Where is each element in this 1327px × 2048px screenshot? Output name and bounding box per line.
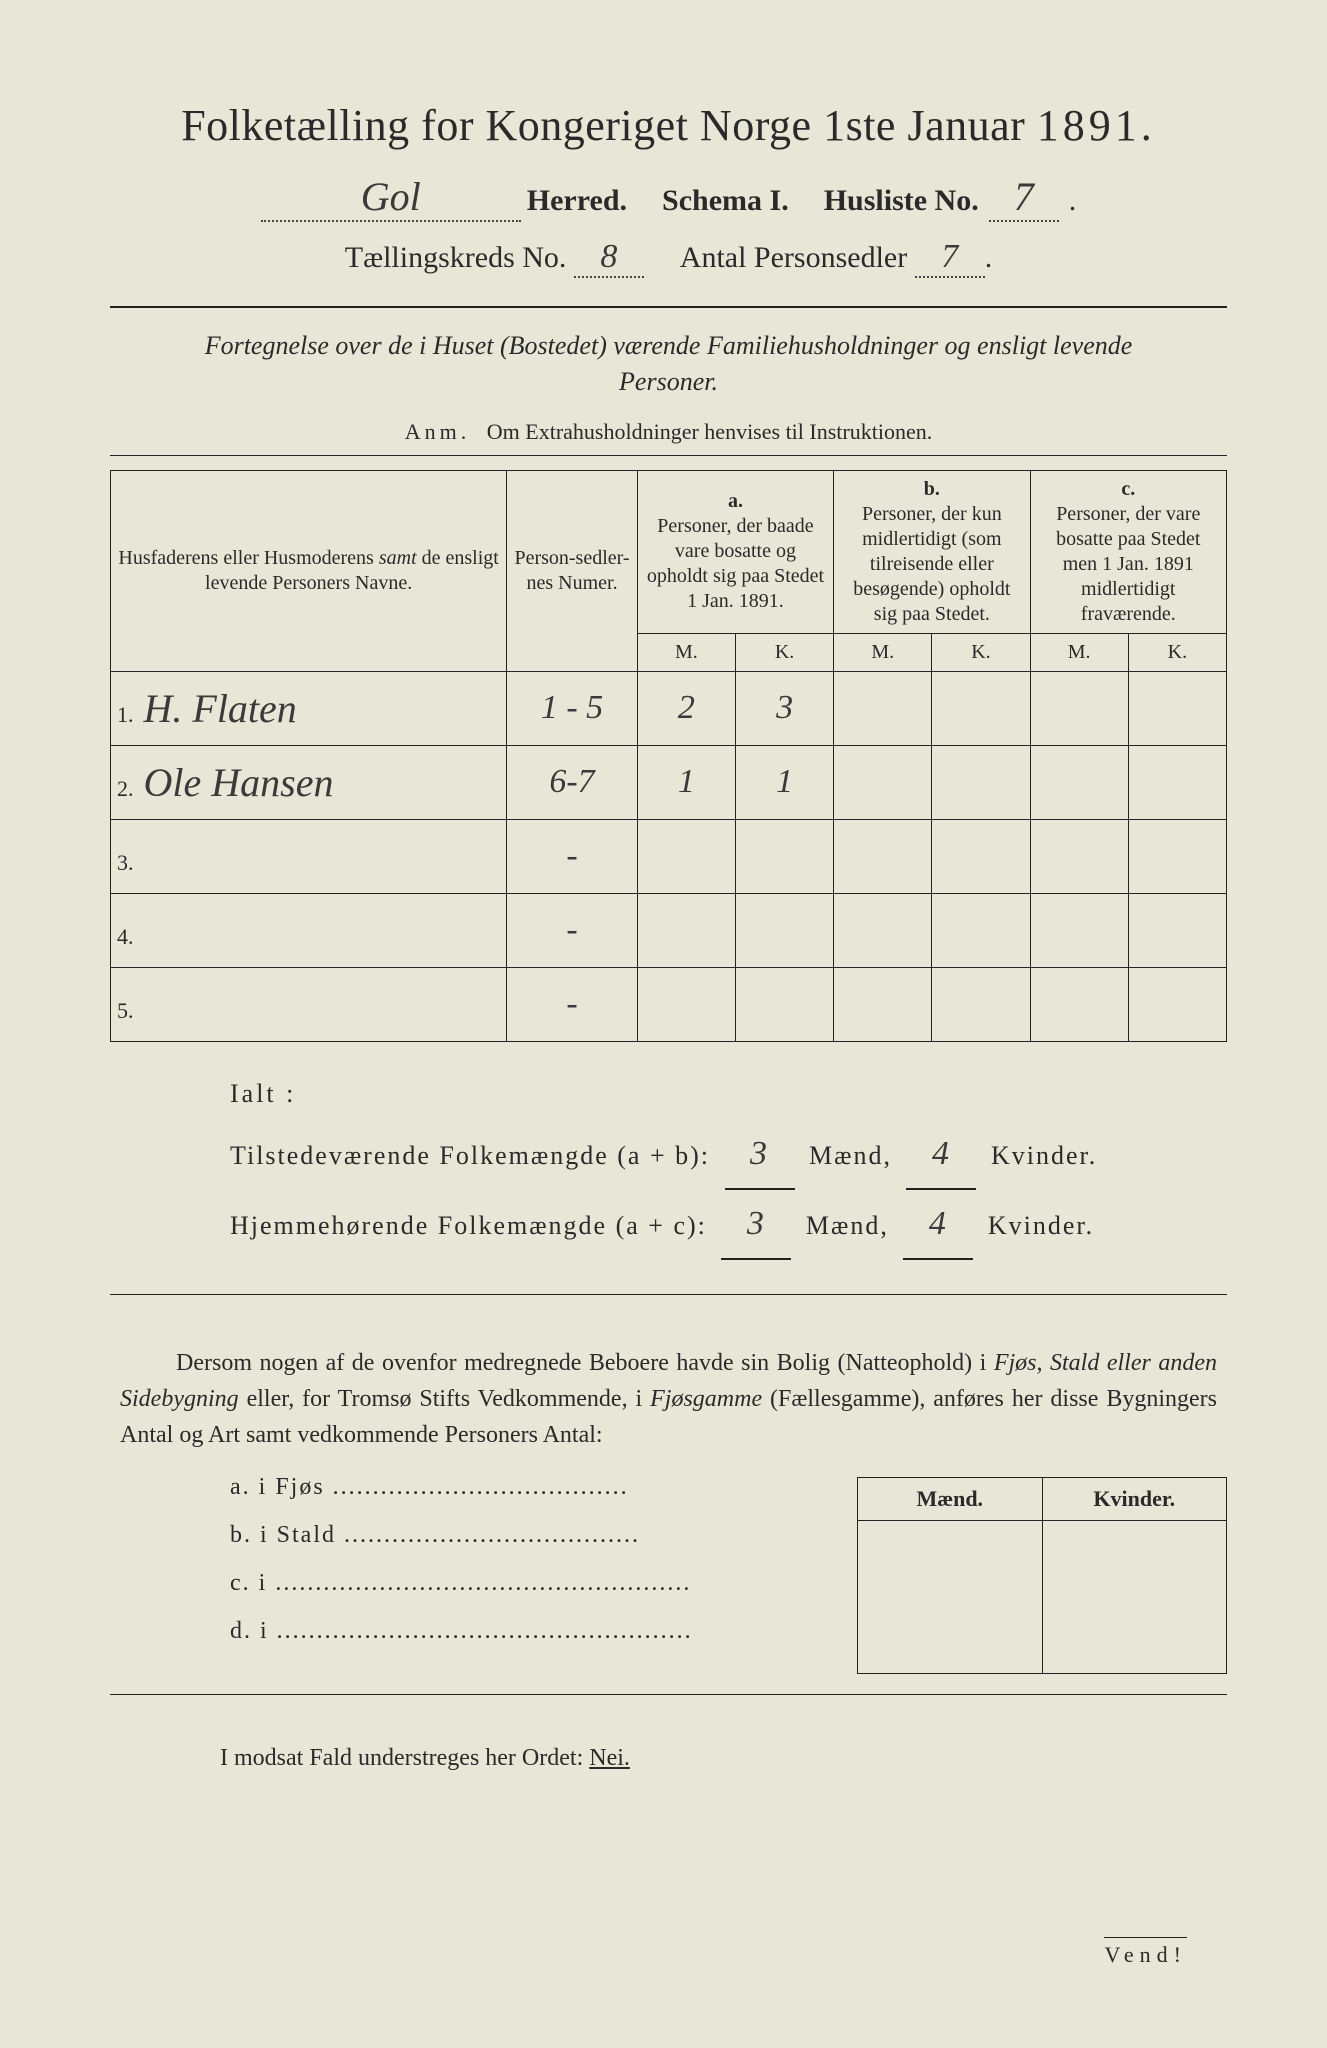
anm-label: Anm. [405, 419, 471, 444]
row-name-cell: 2.Ole Hansen [111, 745, 507, 819]
th-c-m: M. [1030, 633, 1128, 671]
row-cM [1030, 967, 1128, 1041]
table-row: 1.H. Flaten1 - 523 [111, 671, 1227, 745]
row-name-cell: 5. [111, 967, 507, 1041]
row-bK [932, 967, 1030, 1041]
th-name: Husfaderens eller Husmode­rens samt de e… [111, 470, 507, 671]
anm-text: Om Extrahusholdninger henvises til Instr… [487, 419, 932, 444]
th-b-m: M. [834, 633, 932, 671]
row-aK: 1 [735, 745, 833, 819]
herred-value: Gol [361, 174, 421, 219]
vend-label: Vend! [1104, 1937, 1187, 1968]
row-bK [932, 819, 1030, 893]
table-row: 4.- [111, 893, 1227, 967]
row-bK [932, 671, 1030, 745]
header-line-1: Gol Herred. Schema I. Husliste No. 7 . [110, 173, 1227, 222]
row-num-cell: - [507, 819, 638, 893]
row-name-cell: 4. [111, 893, 507, 967]
header-line-2: Tællingskreds No. 8 Antal Personsedler 7… [110, 238, 1227, 278]
row-bM [834, 967, 932, 1041]
anm-line: Anm. Om Extrahusholdninger henvises til … [110, 419, 1227, 445]
row-bM [834, 893, 932, 967]
row-cK [1128, 967, 1226, 1041]
kreds-label: Tællingskreds No. [345, 241, 567, 274]
table-row: 3.- [111, 819, 1227, 893]
th-a-m: M. [637, 633, 735, 671]
ialt-label: Ialt : [230, 1068, 1227, 1120]
table-row: 2.Ole Hansen6-711 [111, 745, 1227, 819]
husliste-value: 7 [1014, 174, 1034, 219]
side-building-paragraph: Dersom nogen af de ovenfor medregnede Be… [120, 1345, 1217, 1453]
th-a: a. Personer, der baade vare bosatte og o… [637, 470, 833, 633]
household-table: Husfaderens eller Husmode­rens samt de e… [110, 470, 1227, 1042]
row-cM [1030, 671, 1128, 745]
subtitle: Fortegnelse over de i Huset (Bostedet) v… [170, 328, 1167, 401]
row-cM [1030, 745, 1128, 819]
kreds-value: 8 [600, 238, 617, 275]
row-name-cell: 1.H. Flaten [111, 671, 507, 745]
mk-table: Mænd. Kvinder. [857, 1477, 1227, 1674]
page-title: Folketælling for Kongeriget Norge 1ste J… [110, 100, 1227, 151]
nei-word: Nei. [589, 1745, 630, 1771]
mk-th-k: Kvinder. [1042, 1477, 1227, 1520]
abcd-b: b. i Stald .............................… [230, 1511, 857, 1559]
schema-label: Schema I. [662, 184, 789, 218]
row-bM [834, 745, 932, 819]
mk-cell-m [858, 1520, 1043, 1673]
row-bM [834, 671, 932, 745]
row-bK [932, 893, 1030, 967]
rule-3 [110, 1294, 1227, 1295]
row-bM [834, 819, 932, 893]
th-num: Person-sedler-nes Numer. [507, 470, 638, 671]
rule-4 [110, 1694, 1227, 1695]
modsat-line: I modsat Fald understreges her Ordet: Ne… [220, 1745, 1227, 1772]
row-cM [1030, 819, 1128, 893]
row-num-cell: 6-7 [507, 745, 638, 819]
row-aK [735, 893, 833, 967]
row-num-cell: - [507, 967, 638, 1041]
herred-label: Herred. [527, 184, 627, 218]
row-aK [735, 967, 833, 1041]
rule-1 [110, 306, 1227, 308]
abcd-list: a. i Fjøs ..............................… [230, 1463, 857, 1655]
totals-block: Ialt : Tilstedeværende Folkemængde (a + … [230, 1068, 1227, 1260]
row-cK [1128, 745, 1226, 819]
row-aM [637, 819, 735, 893]
th-c: c. Personer, der vare bosatte paa Stedet… [1030, 470, 1226, 633]
th-b: b. Personer, der kun midlertidigt (som t… [834, 470, 1030, 633]
abcd-d: d. i ...................................… [230, 1607, 857, 1655]
row-bK [932, 745, 1030, 819]
th-b-k: K. [932, 633, 1030, 671]
row-cK [1128, 893, 1226, 967]
table-row: 5.- [111, 967, 1227, 1041]
row-cK [1128, 671, 1226, 745]
row-aM: 2 [637, 671, 735, 745]
row-name-cell: 3. [111, 819, 507, 893]
antal-value: 7 [941, 238, 958, 275]
mk-cell-k [1042, 1520, 1227, 1673]
abcd-a: a. i Fjøs ..............................… [230, 1463, 857, 1511]
totals-line-1: Tilstedeværende Folkemængde (a + b): 3 M… [230, 1120, 1227, 1190]
abcd-c: c. i ...................................… [230, 1559, 857, 1607]
totals-line-2: Hjemmehørende Folkemængde (a + c): 3 Mæn… [230, 1190, 1227, 1260]
title-text: Folketælling for Kongeriget Norge 1ste J… [181, 101, 1025, 150]
row-aM [637, 967, 735, 1041]
antal-label: Antal Personsedler [680, 241, 907, 274]
row-cM [1030, 893, 1128, 967]
mk-th-m: Mænd. [858, 1477, 1043, 1520]
title-year: 1891. [1037, 101, 1156, 150]
row-aM [637, 893, 735, 967]
row-aK: 3 [735, 671, 833, 745]
row-num-cell: - [507, 893, 638, 967]
row-aK [735, 819, 833, 893]
th-a-k: K. [735, 633, 833, 671]
row-num-cell: 1 - 5 [507, 671, 638, 745]
row-aM: 1 [637, 745, 735, 819]
row-cK [1128, 819, 1226, 893]
husliste-label: Husliste No. [824, 184, 979, 218]
census-form-page: Folketælling for Kongeriget Norge 1ste J… [0, 0, 1327, 2048]
rule-2 [110, 455, 1227, 456]
th-c-k: K. [1128, 633, 1226, 671]
